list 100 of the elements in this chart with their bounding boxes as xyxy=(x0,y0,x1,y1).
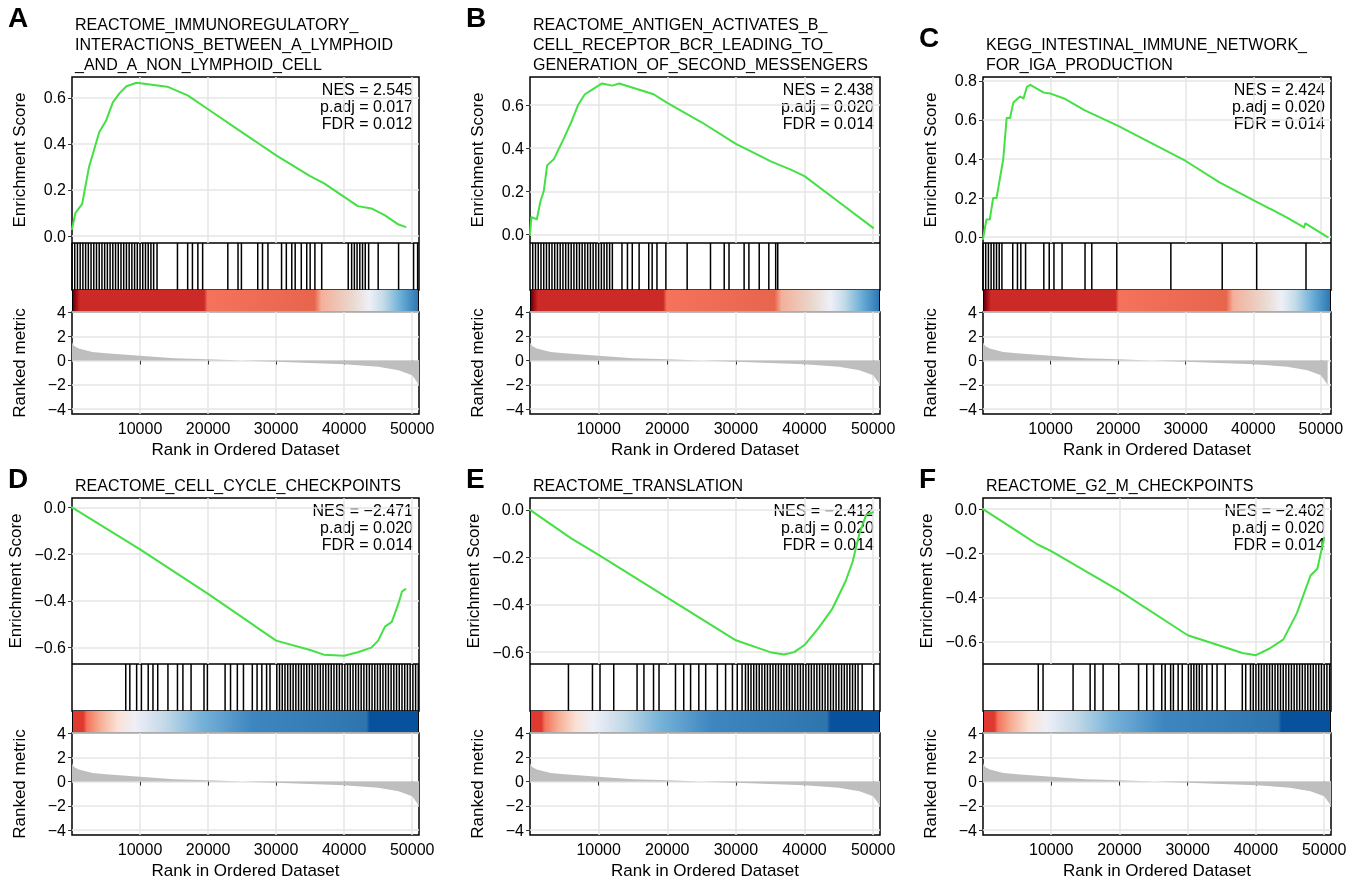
y-tick-label: 4 xyxy=(57,303,67,321)
y-axis-title: Ranked metric xyxy=(468,728,487,839)
y-axis-title: Enrichment Score xyxy=(10,92,29,228)
x-tick-label: 10000 xyxy=(576,840,621,858)
y-tick-label: −0.4 xyxy=(945,589,978,607)
x-tick-label: 30000 xyxy=(1163,419,1209,437)
x-tick-label: 30000 xyxy=(713,419,759,437)
y-tick-label: 0.0 xyxy=(43,227,67,245)
x-tick-label: 40000 xyxy=(782,419,827,437)
y-axis-title: Enrichment Score xyxy=(468,92,487,228)
y-tick-label: 0.0 xyxy=(954,228,978,246)
y-tick-label: 0 xyxy=(515,352,525,370)
annotation: p.adj = 0.020 xyxy=(781,97,875,115)
chart-title: REACTOME_ANTIGEN_ACTIVATES_B_ CELL_RECEPTOR_BCR_LEADING_TO_ GENERATION_OF_SECOND_MESSENGERS xyxy=(533,15,868,74)
y-tick-label: −4 xyxy=(958,821,978,839)
y-tick-label: −0.6 xyxy=(945,633,978,651)
x-tick-label: 30000 xyxy=(1165,840,1211,858)
x-tick-label: 30000 xyxy=(713,840,759,858)
y-tick-label: 0.0 xyxy=(954,500,978,518)
annotation: NES = −2.471 xyxy=(312,501,414,519)
y-tick-label: −4 xyxy=(505,400,525,418)
y-tick-label: −2 xyxy=(505,797,525,815)
y-tick-label: −4 xyxy=(958,400,978,418)
y-tick-label: 2 xyxy=(968,327,978,345)
annotation: p.adj = 0.020 xyxy=(1232,97,1326,115)
y-tick-label: 4 xyxy=(515,303,525,321)
x-tick-label: 40000 xyxy=(1231,419,1276,437)
x-tick-label: 10000 xyxy=(1028,840,1074,858)
text: D xyxy=(8,462,29,494)
x-tick-label: 40000 xyxy=(321,419,367,437)
y-tick-label: 0 xyxy=(515,773,525,791)
y-tick-label: −2 xyxy=(47,376,67,394)
y-tick-label: 0.0 xyxy=(43,498,67,516)
x-tick-label: 40000 xyxy=(782,840,827,858)
y-tick-label: −2 xyxy=(505,376,525,394)
annotation: NES = 2.438 xyxy=(782,80,875,98)
text: C xyxy=(919,21,940,53)
y-tick-label: 0.6 xyxy=(43,89,67,107)
y-axis-title: Ranked metric xyxy=(468,307,487,418)
x-tick-label: 10000 xyxy=(1028,419,1073,437)
y-tick-label: 0.8 xyxy=(954,72,978,90)
x-tick-label: 30000 xyxy=(253,419,299,437)
y-tick-label: −2 xyxy=(958,797,978,815)
x-tick-label: 20000 xyxy=(1095,419,1141,437)
y-tick-label: −0.4 xyxy=(34,592,67,610)
annotation: FDR = 0.014 xyxy=(321,535,414,553)
x-tick-label: 50000 xyxy=(850,419,896,437)
y-axis-title: Enrichment Score xyxy=(5,513,25,649)
annotation: p.adj = 0.017 xyxy=(320,97,414,115)
x-tick-label: 20000 xyxy=(185,840,231,858)
y-tick-label: 2 xyxy=(57,748,67,766)
x-tick-label: 10000 xyxy=(576,419,621,437)
x-tick-label: 20000 xyxy=(1097,840,1142,858)
x-tick-label: 20000 xyxy=(185,419,231,437)
y-tick-label: 0 xyxy=(57,352,67,370)
y-tick-label: 0.4 xyxy=(43,135,67,153)
y-tick-label: −0.6 xyxy=(492,643,525,661)
x-axis-title: Rank in Ordered Dataset xyxy=(610,860,800,878)
y-tick-label: 0.0 xyxy=(501,225,525,243)
y-axis-title: Ranked metric xyxy=(921,728,940,839)
y-tick-label: 0.0 xyxy=(501,501,525,519)
x-tick-label: 50000 xyxy=(389,419,435,437)
annotation: NES = 2.545 xyxy=(321,80,414,98)
y-tick-label: 0.4 xyxy=(501,139,525,157)
chart-title: REACTOME_TRANSLATION xyxy=(533,476,744,495)
text: A xyxy=(8,1,29,33)
y-tick-label: 0.6 xyxy=(501,96,525,114)
x-tick-label: 50000 xyxy=(389,840,435,858)
x-axis-title: Rank in Ordered Dataset xyxy=(1062,860,1252,878)
y-tick-label: 0.2 xyxy=(501,182,525,200)
y-tick-label: −4 xyxy=(47,821,67,839)
y-tick-label: 2 xyxy=(57,327,67,345)
y-tick-label: 0.4 xyxy=(954,150,978,168)
y-tick-label: 4 xyxy=(515,724,525,742)
x-tick-label: 50000 xyxy=(1301,840,1347,858)
y-tick-label: 0.6 xyxy=(954,111,978,129)
line-series xyxy=(982,83,1329,241)
y-axis-title: Enrichment Score xyxy=(463,513,483,649)
text: E xyxy=(466,462,485,494)
annotation: NES = 2.424 xyxy=(1233,80,1326,98)
y-tick-label: 0 xyxy=(968,352,978,370)
x-tick-label: 30000 xyxy=(253,840,299,858)
y-tick-label: 0 xyxy=(968,773,978,791)
x-axis-title: Rank in Ordered Dataset xyxy=(151,439,340,459)
y-axis-title: Ranked metric xyxy=(10,307,29,418)
y-tick-label: 4 xyxy=(968,724,978,742)
y-tick-label: −0.6 xyxy=(34,639,67,657)
chart-title: REACTOME_CELL_CYCLE_CHECKPOINTS xyxy=(75,476,402,495)
y-tick-label: −0.2 xyxy=(492,548,525,566)
y-tick-label: 2 xyxy=(515,748,525,766)
annotation: NES = −2.412 xyxy=(773,501,875,519)
chart-title: KEGG_INTESTINAL_IMMUNE_NETWORK_ FOR_IGA_PRODUCTION xyxy=(986,35,1309,74)
annotation: p.adj = 0.020 xyxy=(1232,518,1326,536)
annotation: FDR = 0.012 xyxy=(321,114,414,132)
y-tick-label: −4 xyxy=(505,821,525,839)
text: B xyxy=(466,1,487,33)
y-axis-title: Ranked metric xyxy=(10,728,29,839)
y-axis-title: Ranked metric xyxy=(921,307,940,418)
y-axis-title: Enrichment Score xyxy=(921,92,940,228)
x-tick-label: 40000 xyxy=(1233,840,1279,858)
